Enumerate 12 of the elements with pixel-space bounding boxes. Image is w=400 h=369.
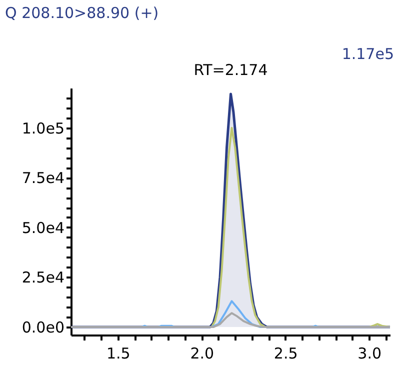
y-tick-label: 0.0e0 xyxy=(22,318,64,337)
x-tick-label: 2.0 xyxy=(190,344,214,362)
x-tick-label: 3.0 xyxy=(358,344,382,362)
annotation: RT=2.174 xyxy=(194,60,268,79)
x-tick-label: 1.5 xyxy=(106,344,130,362)
y-tick-label: 7.5e4 xyxy=(22,169,64,188)
chart-title: Q 208.10>88.90 (+) xyxy=(5,4,159,22)
text: 1.17e5 xyxy=(342,45,394,63)
y-tick-label: 1.0e5 xyxy=(22,119,64,138)
x-tick-label: 2.5 xyxy=(274,344,298,362)
y-tick-label: 5.0e4 xyxy=(22,218,64,237)
y-tick-label: 2.5e4 xyxy=(22,268,64,287)
